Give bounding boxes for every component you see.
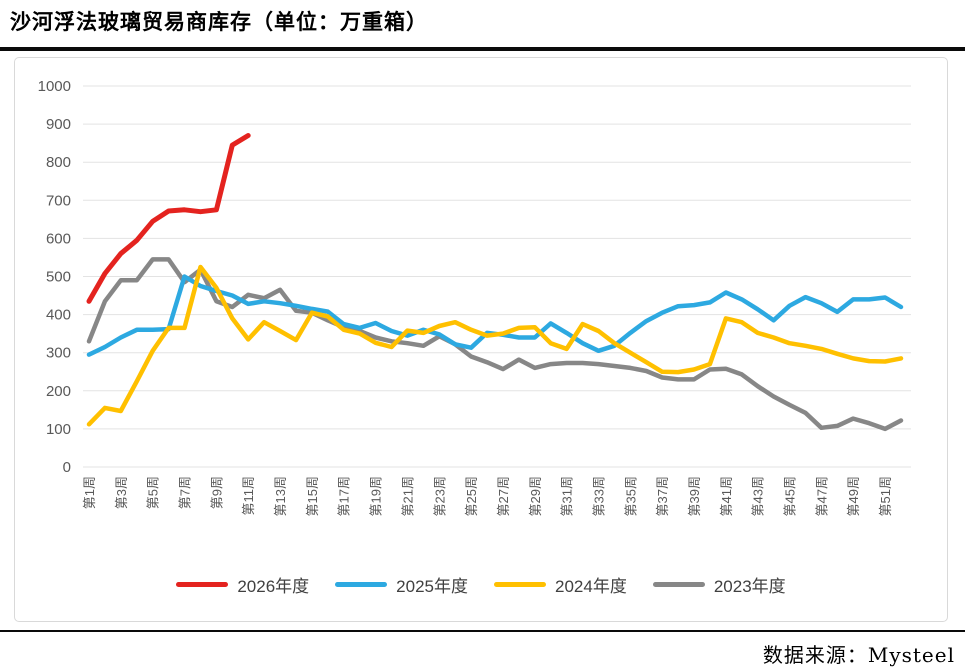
x-tick-label: 第33周	[592, 476, 607, 516]
legend-label-2023: 2023年度	[713, 577, 786, 596]
x-tick-label: 第31周	[560, 476, 575, 516]
legend-item-2025: 2025年度	[335, 572, 468, 597]
x-tick-label: 第5周	[146, 476, 161, 509]
y-tick-label: 0	[63, 459, 71, 476]
x-tick-label: 第29周	[528, 476, 543, 516]
footer-divider	[0, 630, 965, 632]
y-tick-label: 800	[46, 154, 71, 171]
legend-swatch-2026	[176, 582, 229, 587]
x-tick-label: 第43周	[751, 476, 766, 516]
x-tick-label: 第3周	[114, 476, 129, 509]
x-tick-label: 第39周	[687, 476, 702, 516]
legend-item-2024: 2024年度	[494, 572, 627, 597]
legend-label-2026: 2026年度	[237, 577, 310, 596]
series-line-2024年度	[86, 264, 904, 427]
chart-legend: 2026年度 2025年度 2024年度 2023年度	[15, 572, 947, 597]
page-title: 沙河浮法玻璃贸易商库存（单位：万重箱）	[10, 9, 428, 34]
legend-swatch-2024	[494, 582, 546, 587]
x-tick-label: 第35周	[623, 476, 638, 516]
legend-item-2026: 2026年度	[176, 572, 309, 597]
x-tick-label: 第27周	[496, 476, 511, 516]
x-tick-label: 第11周	[241, 476, 256, 516]
series-line-2026年度	[86, 133, 251, 304]
legend-label-2025: 2025年度	[396, 577, 468, 596]
title-divider	[0, 47, 965, 51]
x-tick-label: 第37周	[655, 476, 670, 516]
x-tick-label: 第1周	[82, 476, 97, 509]
x-tick-label: 第17周	[337, 476, 352, 516]
series-line-2025年度	[86, 274, 904, 357]
y-tick-label: 900	[46, 116, 71, 133]
legend-label-2024: 2024年度	[555, 577, 627, 596]
y-tick-label: 100	[46, 421, 71, 438]
x-tick-label: 第9周	[209, 476, 224, 509]
x-tick-label: 第19周	[369, 476, 384, 516]
x-tick-label: 第15周	[305, 476, 320, 516]
legend-item-2023: 2023年度	[652, 572, 786, 597]
x-tick-label: 第21周	[400, 476, 415, 516]
y-tick-label: 400	[46, 307, 71, 324]
y-tick-label: 600	[46, 230, 71, 247]
y-tick-label: 1000	[38, 78, 71, 95]
y-tick-label: 300	[46, 345, 71, 362]
x-tick-label: 第23周	[432, 476, 447, 516]
inventory-line-chart: 0 100 200 300 400 500 600 700 800 900 1000 第1周 第3周 第5…	[38, 78, 911, 516]
legend-swatch-2025	[335, 582, 388, 587]
x-tick-label: 第41周	[719, 476, 734, 516]
legend-swatch-2023	[652, 582, 705, 587]
y-tick-label: 700	[46, 192, 71, 209]
data-source-note: 数据来源：Mysteel	[762, 643, 955, 667]
x-tick-label: 第45周	[783, 476, 798, 516]
x-tick-label: 第13周	[273, 476, 288, 516]
chart-panel: 0 100 200 300 400 500 600 700 800 900 1000 第1周 第3周 第5…	[14, 57, 948, 622]
x-tick-label: 第49周	[846, 476, 861, 516]
y-tick-label: 500	[46, 269, 71, 286]
x-tick-label: 第51周	[878, 476, 893, 516]
y-tick-label: 200	[46, 383, 71, 400]
series-line-2023年度	[86, 257, 904, 432]
x-tick-label: 第25周	[464, 476, 479, 516]
x-tick-label: 第47周	[814, 476, 829, 516]
x-tick-label: 第7周	[178, 476, 193, 509]
